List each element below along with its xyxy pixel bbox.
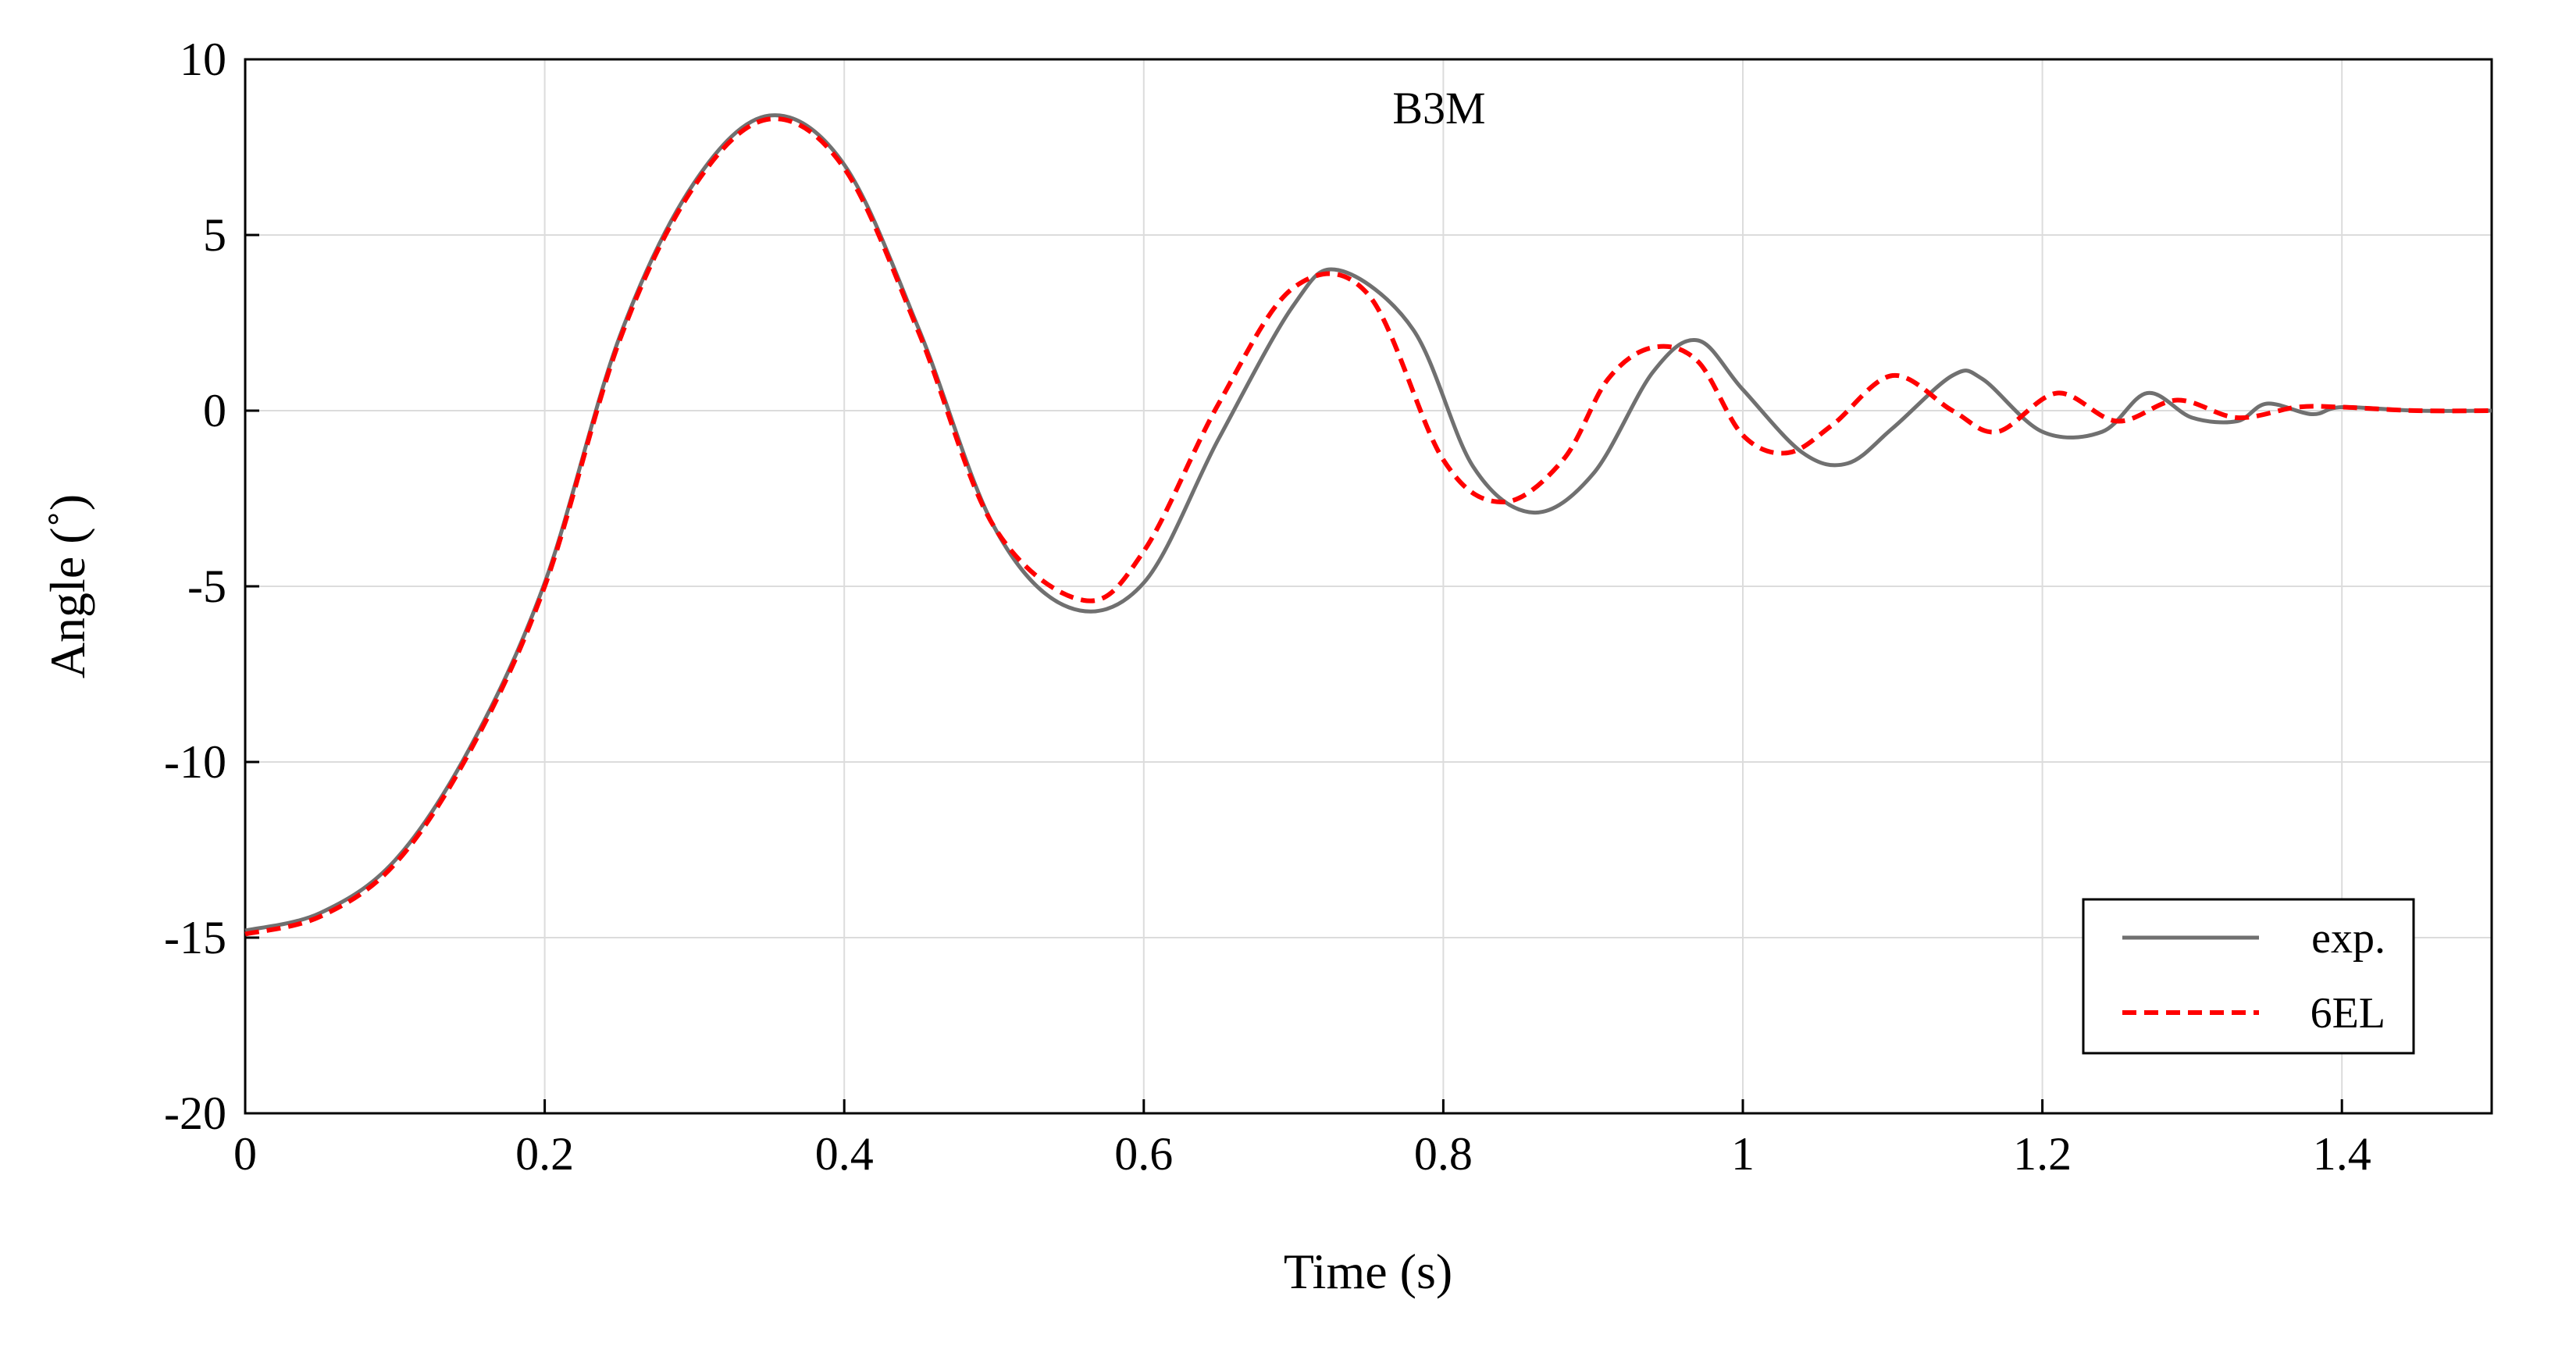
x-axis-ticks: 0 0.2 0.4 0.6 0.8 1 1.2 1.4 <box>233 1099 2371 1180</box>
y-tick-label: -10 <box>164 736 226 788</box>
x-axis-label: Time (s) <box>1284 1244 1452 1299</box>
series-layer <box>244 113 2492 937</box>
x-tick-label: 1.2 <box>2013 1128 2072 1180</box>
x-tick-label: 0.6 <box>1114 1128 1173 1180</box>
legend-label: 6EL <box>2311 989 2385 1038</box>
legend: exp. 6EL <box>2082 898 2415 1055</box>
y-axis-ticks: 10 5 0 -5 -10 -15 -20 <box>164 34 259 1139</box>
y-tick-label: -5 <box>187 561 226 612</box>
chart-title: B3M <box>1392 83 1485 134</box>
x-tick-label: 1.4 <box>2313 1128 2371 1180</box>
series-line-6el <box>244 116 2492 937</box>
x-tick-label: 0.4 <box>815 1128 874 1180</box>
grid <box>245 59 2492 1113</box>
y-tick-label: -20 <box>164 1088 226 1139</box>
y-axis-label: Angle (˚) <box>40 494 95 678</box>
legend-entries: exp. 6EL <box>2122 914 2385 1038</box>
y-tick-label: -15 <box>164 912 226 963</box>
y-tick-label: 10 <box>180 34 226 85</box>
x-tick-label: 1 <box>1731 1128 1755 1180</box>
legend-label: exp. <box>2311 914 2385 963</box>
y-tick-label: 0 <box>203 385 226 436</box>
series-line-exp <box>244 113 2492 933</box>
x-tick-label: 0.8 <box>1414 1128 1473 1180</box>
y-tick-label: 5 <box>203 209 226 261</box>
x-tick-label: 0 <box>233 1128 257 1180</box>
legend-box <box>2082 898 2415 1055</box>
x-tick-label: 0.2 <box>515 1128 574 1180</box>
